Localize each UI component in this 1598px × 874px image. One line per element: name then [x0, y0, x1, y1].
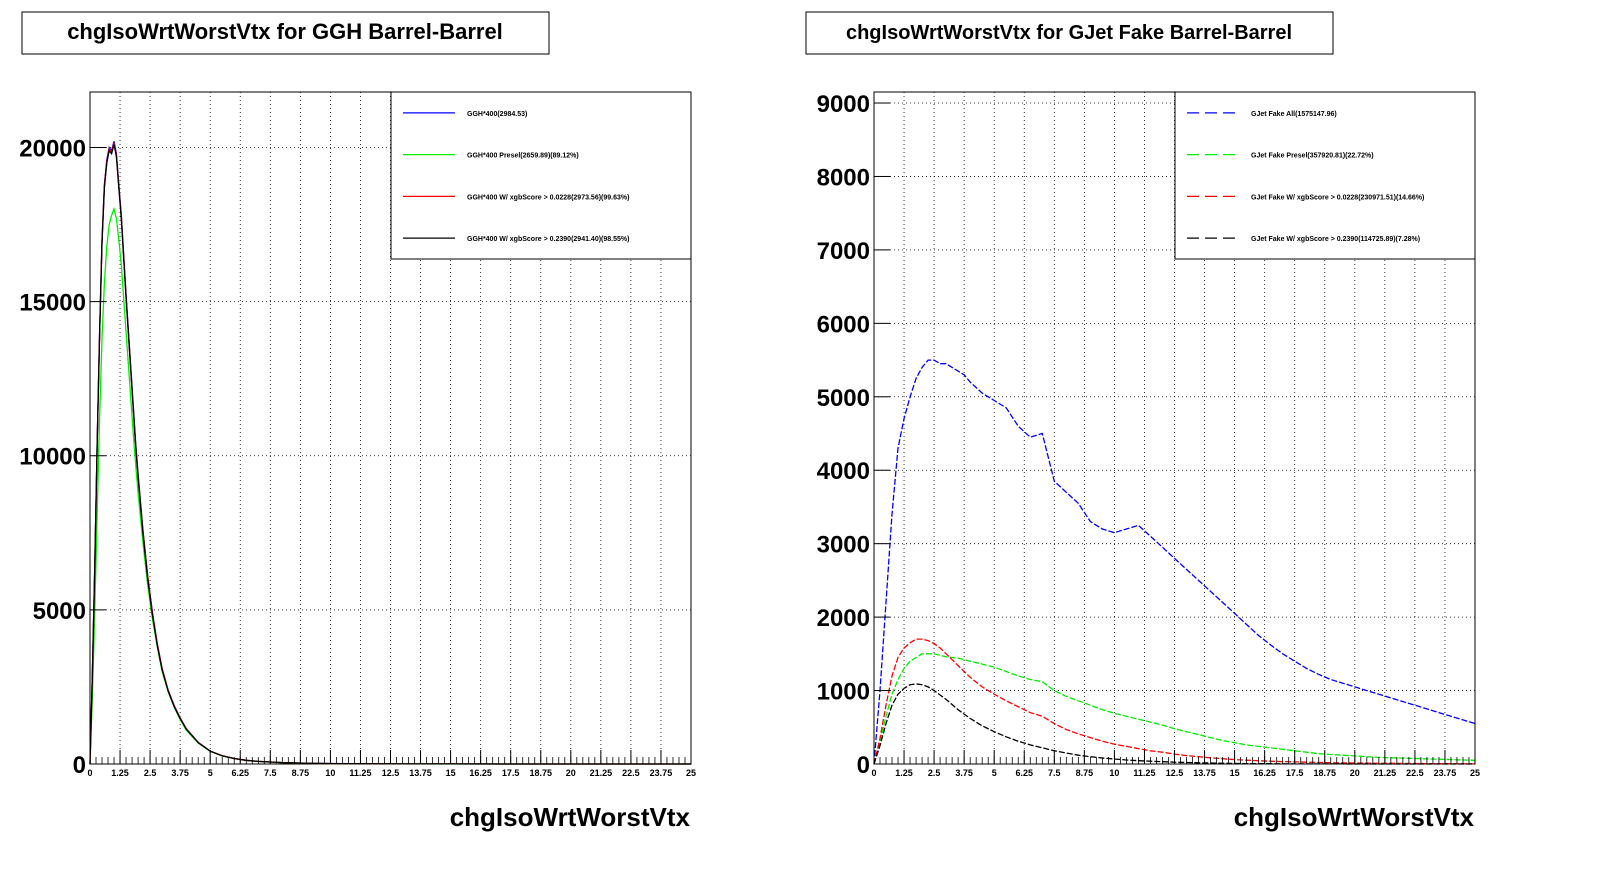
x-tick-label: 15	[1230, 768, 1240, 778]
chart-title: chgIsoWrtWorstVtx for GJet Fake Barrel-B…	[846, 22, 1292, 44]
x-tick-label: 5	[208, 768, 213, 778]
x-tick-label: 11.25	[349, 768, 371, 778]
series-layer	[873, 359, 1476, 765]
y-axis-ticks: 0 5000 10000 15000 20000	[19, 135, 106, 779]
y-tick-label: 1000	[817, 679, 870, 706]
x-tick-label: 17.5	[1286, 768, 1304, 778]
x-axis-ticks: 0 1.25 2.5 3.75 5 6.25 7.5 8.75 10 11.25 12.5 13.75…	[871, 750, 1480, 778]
x-tick-label: 23.75	[1434, 768, 1457, 778]
y-tick-label: 5000	[33, 598, 86, 625]
legend-box	[390, 91, 692, 260]
panel-gjet: chgIsoWrtWorstVtx for GJet Fake Barrel-B…	[805, 11, 1480, 832]
x-tick-label: 16.25	[469, 768, 492, 778]
x-tick-label: 7.5	[264, 768, 277, 778]
title-box	[805, 11, 1334, 55]
y-tick-label: 20000	[19, 135, 86, 162]
x-tick-label: 21.25	[590, 768, 613, 778]
x-tick-label: 25	[686, 768, 696, 778]
legend: GJet Fake All(1575147.96) GJet Fake Prese…	[1187, 111, 1424, 243]
x-axis-label: chgIsoWrtWorstVtx	[1234, 802, 1475, 832]
chart-title: chgIsoWrtWorstVtx for GGH Barrel-Barrel	[67, 19, 503, 44]
x-tick-label: 6.25	[1015, 768, 1033, 778]
x-tick-label: 3.75	[171, 768, 189, 778]
x-tick-label: 17.5	[502, 768, 520, 778]
x-tick-label: 20	[1350, 768, 1360, 778]
x-tick-label: 16.25	[1253, 768, 1276, 778]
series-line-1	[873, 653, 1476, 765]
panel-ggh: chgIsoWrtWorstVtx for GGH Barrel-Barrel …	[19, 11, 696, 832]
x-tick-label: 8.75	[292, 768, 310, 778]
legend-label: GGH*400 W/ xgbScore > 0.0228(2973.56)(99…	[467, 194, 629, 201]
legend-label: GGH*400 Presel(2659.89)(89.12%)	[467, 153, 579, 160]
x-tick-label: 21.25	[1374, 768, 1397, 778]
x-tick-label: 5	[992, 768, 997, 778]
x-tick-label: 23.75	[650, 768, 673, 778]
x-tick-label: 15	[446, 768, 456, 778]
x-tick-label: 12.5	[1166, 768, 1184, 778]
x-tick-label: 6.25	[231, 768, 249, 778]
y-tick-label: 4000	[817, 458, 870, 485]
x-tick-label: 18.75	[529, 768, 552, 778]
x-tick-label: 1.25	[895, 768, 913, 778]
y-tick-label: 0	[857, 752, 870, 779]
legend-label: GJet Fake W/ xgbScore > 0.2390(114725.89…	[1251, 236, 1420, 243]
legend-label: GJet Fake All(1575147.96)	[1251, 111, 1337, 118]
series-line-0	[873, 359, 1476, 765]
x-tick-label: 1.25	[111, 768, 129, 778]
x-tick-label: 3.75	[955, 768, 973, 778]
x-axis-ticks: 0 1.25 2.5 3.75 5 6.25 7.5 8.75 10 11.25 12.5 13.75…	[87, 750, 696, 778]
y-tick-label: 7000	[817, 238, 870, 265]
x-tick-label: 22.5	[622, 768, 640, 778]
legend: GGH*400(2984.53) GGH*400 Presel(2659.89)(…	[403, 111, 629, 243]
x-tick-label: 0	[87, 768, 92, 778]
x-tick-label: 8.75	[1076, 768, 1094, 778]
y-tick-label: 9000	[817, 91, 870, 118]
x-tick-label: 10	[325, 768, 335, 778]
x-axis-label: chgIsoWrtWorstVtx	[450, 802, 691, 832]
x-tick-label: 0	[871, 768, 876, 778]
y-tick-label: 5000	[817, 385, 870, 412]
y-tick-label: 0	[73, 752, 86, 779]
y-tick-label: 8000	[817, 164, 870, 191]
x-tick-label: 7.5	[1048, 768, 1061, 778]
series-line-2	[873, 638, 1476, 765]
legend-box	[1174, 91, 1476, 260]
y-axis-ticks: 0 1000 2000 3000 4000 5000 6000 7000 8000 9000	[817, 91, 890, 779]
x-tick-label: 11.25	[1133, 768, 1155, 778]
y-tick-label: 3000	[817, 532, 870, 559]
x-tick-label: 13.75	[1193, 768, 1216, 778]
legend-label: GGH*400(2984.53)	[467, 111, 527, 118]
legend-label: GJet Fake Presel(357920.81)(22.72%)	[1251, 153, 1374, 160]
legend-label: GGH*400 W/ xgbScore > 0.2390(2941.40)(98…	[467, 236, 629, 243]
x-tick-label: 2.5	[144, 768, 157, 778]
x-tick-label: 18.75	[1313, 768, 1336, 778]
x-tick-label: 13.75	[409, 768, 432, 778]
legend-label: GJet Fake W/ xgbScore > 0.0228(230971.51…	[1251, 194, 1424, 201]
x-tick-label: 25	[1470, 768, 1480, 778]
x-tick-label: 10	[1109, 768, 1119, 778]
y-tick-label: 6000	[817, 311, 870, 338]
x-tick-label: 2.5	[928, 768, 941, 778]
x-tick-label: 20	[566, 768, 576, 778]
title-box	[21, 11, 550, 55]
x-tick-label: 22.5	[1406, 768, 1424, 778]
x-tick-label: 12.5	[382, 768, 400, 778]
y-tick-label: 2000	[817, 605, 870, 632]
y-tick-label: 10000	[19, 444, 86, 471]
y-tick-label: 15000	[19, 290, 86, 317]
